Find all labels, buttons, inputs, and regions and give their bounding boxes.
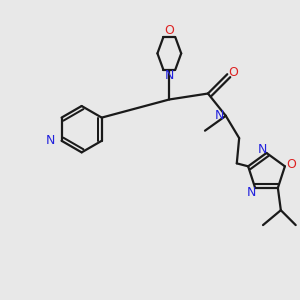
Text: O: O — [228, 66, 238, 79]
Text: N: N — [215, 109, 224, 122]
Text: O: O — [164, 24, 174, 37]
Text: N: N — [247, 186, 256, 199]
Text: N: N — [46, 134, 55, 147]
Text: N: N — [165, 69, 174, 82]
Text: N: N — [257, 143, 267, 156]
Text: O: O — [286, 158, 296, 171]
